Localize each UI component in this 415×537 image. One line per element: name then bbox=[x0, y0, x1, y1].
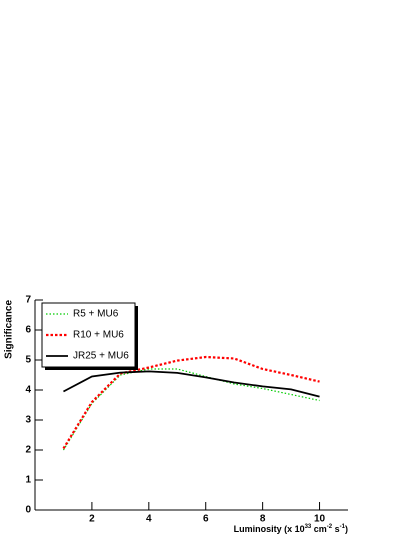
legend-label: JR25 + MU6 bbox=[73, 351, 129, 362]
series-line bbox=[62, 355, 320, 450]
x-tick-label: 2 bbox=[89, 514, 95, 525]
x-axis-label-part: cm bbox=[311, 524, 327, 534]
x-tick-label: 10 bbox=[314, 514, 326, 525]
x-axis-label-superscript: 33 bbox=[305, 524, 312, 530]
x-tick-label: 8 bbox=[260, 514, 266, 525]
x-tick-label: 4 bbox=[146, 514, 152, 525]
series-line bbox=[63, 370, 320, 398]
y-tick-label: 5 bbox=[25, 355, 31, 366]
y-tick-label: 2 bbox=[25, 445, 31, 456]
y-axis-label: Significance bbox=[4, 300, 15, 359]
legend-label: R5 + MU6 bbox=[73, 309, 119, 320]
x-axis-label-part: s bbox=[332, 524, 340, 534]
y-tick-label: 0 bbox=[25, 505, 31, 516]
y-tick-label: 4 bbox=[25, 385, 31, 396]
x-axis-label-superscript: -1 bbox=[340, 524, 346, 530]
x-tick-label: 6 bbox=[203, 514, 209, 525]
x-axis-label-part: ) bbox=[345, 524, 348, 534]
legend-label: R10 + MU6 bbox=[73, 330, 124, 341]
y-tick-label: 7 bbox=[25, 295, 31, 306]
x-axis-label: Luminosity (x 1033 cm-2 s-1) bbox=[234, 524, 348, 535]
x-axis-label-part: Luminosity (x 10 bbox=[234, 524, 305, 534]
y-tick-label: 6 bbox=[25, 325, 31, 336]
x-axis-label-superscript: -2 bbox=[327, 524, 333, 530]
y-tick-label: 3 bbox=[25, 415, 31, 426]
y-tick-label: 1 bbox=[25, 475, 31, 486]
